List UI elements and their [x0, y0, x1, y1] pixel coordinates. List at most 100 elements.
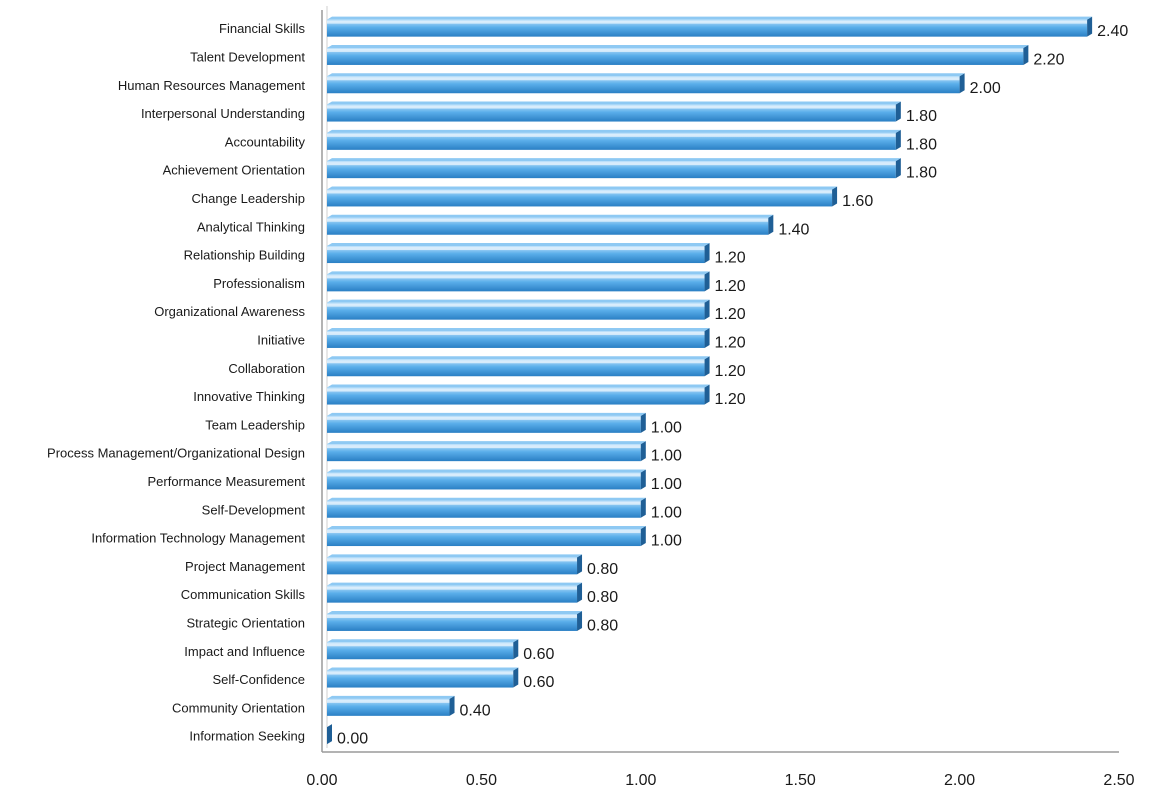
- bar: [327, 387, 705, 405]
- bar-end-cap: [768, 214, 774, 235]
- category-label: Initiative: [257, 332, 305, 347]
- bar: [327, 557, 578, 575]
- bar-highlight: [327, 671, 514, 675]
- category-label: Analytical Thinking: [197, 219, 305, 234]
- value-label: 1.20: [715, 363, 746, 380]
- category-labels: Financial Skills Talent Development Human …: [47, 21, 305, 744]
- bar-top-face: [327, 16, 1093, 20]
- bar: [327, 302, 705, 320]
- bar-top-face: [327, 610, 583, 614]
- value-label: 0.60: [523, 646, 554, 663]
- x-tick-label: 1.50: [785, 772, 816, 789]
- bar: [327, 359, 705, 377]
- bar: [327, 500, 641, 518]
- bar-end-cap: [577, 554, 583, 575]
- bar-top-face: [327, 44, 1029, 48]
- bar-top-face: [327, 299, 710, 303]
- bar-highlight: [327, 360, 705, 364]
- category-label: Talent Development: [190, 49, 305, 64]
- bar-top-face: [327, 526, 646, 530]
- value-label: 2.20: [1033, 51, 1064, 68]
- category-label: Human Resources Management: [118, 78, 306, 93]
- x-axis-ticks: 0.00 0.50 1.00 1.50 2.00 2.50: [306, 772, 1134, 789]
- x-tick-label: 2.00: [944, 772, 975, 789]
- x-tick-label: 0.00: [306, 772, 337, 789]
- bar: [327, 642, 514, 660]
- bar-top-face: [327, 582, 583, 586]
- bar-highlight: [327, 558, 578, 562]
- bar-highlight: [327, 445, 641, 449]
- bar-end-cap: [832, 186, 838, 207]
- category-label: Impact and Influence: [184, 644, 305, 659]
- bar-end-cap: [513, 639, 519, 660]
- category-label: Collaboration: [228, 361, 305, 376]
- bar: [327, 161, 896, 179]
- bar-end-cap: [577, 610, 583, 631]
- bar-top-face: [327, 214, 774, 218]
- bar-end-cap: [704, 271, 710, 292]
- bar-top-face: [327, 695, 455, 699]
- bar-highlight: [327, 331, 705, 335]
- bar-highlight: [327, 275, 705, 279]
- value-label: 2.00: [970, 80, 1001, 97]
- bar-top-face: [327, 271, 710, 275]
- category-label: Self-Confidence: [213, 672, 306, 687]
- category-label: Change Leadership: [192, 191, 305, 206]
- category-label: Information Seeking: [189, 729, 305, 744]
- bar-top-face: [327, 497, 646, 501]
- bar-end-cap: [1023, 44, 1029, 65]
- value-label: 1.20: [715, 250, 746, 267]
- value-label: 1.00: [651, 419, 682, 436]
- category-label: Community Orientation: [172, 700, 305, 715]
- bar-top-face: [327, 639, 519, 643]
- category-label: Interpersonal Understanding: [141, 106, 305, 121]
- category-label: Organizational Awareness: [154, 304, 305, 319]
- bar: [327, 670, 514, 688]
- value-label: 1.20: [715, 306, 746, 323]
- bar: [327, 76, 960, 94]
- bar-end-cap: [895, 101, 901, 122]
- value-label: 1.60: [842, 193, 873, 210]
- value-labels: 2.40 2.20 2.00 1.80 1.80 1.80 1.60 1.40 1.20 1.20…: [337, 23, 1128, 748]
- category-label: Process Management/Organizational Design: [47, 446, 305, 461]
- bar-top-face: [327, 384, 710, 388]
- bar-end-cap: [577, 582, 583, 603]
- bar-end-cap: [640, 526, 646, 547]
- category-label: Strategic Orientation: [186, 615, 305, 630]
- value-label: 1.00: [651, 448, 682, 465]
- bar-end-cap: [895, 158, 901, 179]
- bar-top-face: [327, 412, 646, 416]
- category-label: Project Management: [185, 559, 305, 574]
- bar-highlight: [327, 388, 705, 392]
- value-label: 1.00: [651, 504, 682, 521]
- value-label: 1.80: [906, 136, 937, 153]
- bar-highlight: [327, 133, 896, 137]
- bar: [327, 189, 833, 207]
- bar-highlight: [327, 190, 833, 194]
- bar-end-cap: [704, 384, 710, 405]
- value-label: 0.40: [460, 702, 491, 719]
- value-label: 1.00: [651, 533, 682, 550]
- value-label: 0.80: [587, 561, 618, 578]
- bar-top-face: [327, 356, 710, 360]
- bar: [327, 585, 578, 603]
- bar: [327, 246, 705, 264]
- bar-top-face: [327, 554, 583, 558]
- category-label: Professionalism: [213, 276, 305, 291]
- bar-top-face: [327, 667, 519, 671]
- bar-end-cap: [704, 327, 710, 348]
- bar-end-cap: [640, 441, 646, 462]
- bar-highlight: [327, 247, 705, 251]
- bar-end-cap: [704, 356, 710, 377]
- bar-end-cap: [895, 129, 901, 150]
- bar-highlight: [327, 473, 641, 477]
- category-label: Communication Skills: [181, 587, 306, 602]
- bar-highlight: [327, 48, 1024, 52]
- value-label: 1.20: [715, 391, 746, 408]
- value-label: 2.40: [1097, 23, 1128, 40]
- bar-top-face: [327, 73, 965, 77]
- bar-highlight: [327, 643, 514, 647]
- bar: [327, 415, 641, 433]
- bar-end-cap: [704, 243, 710, 264]
